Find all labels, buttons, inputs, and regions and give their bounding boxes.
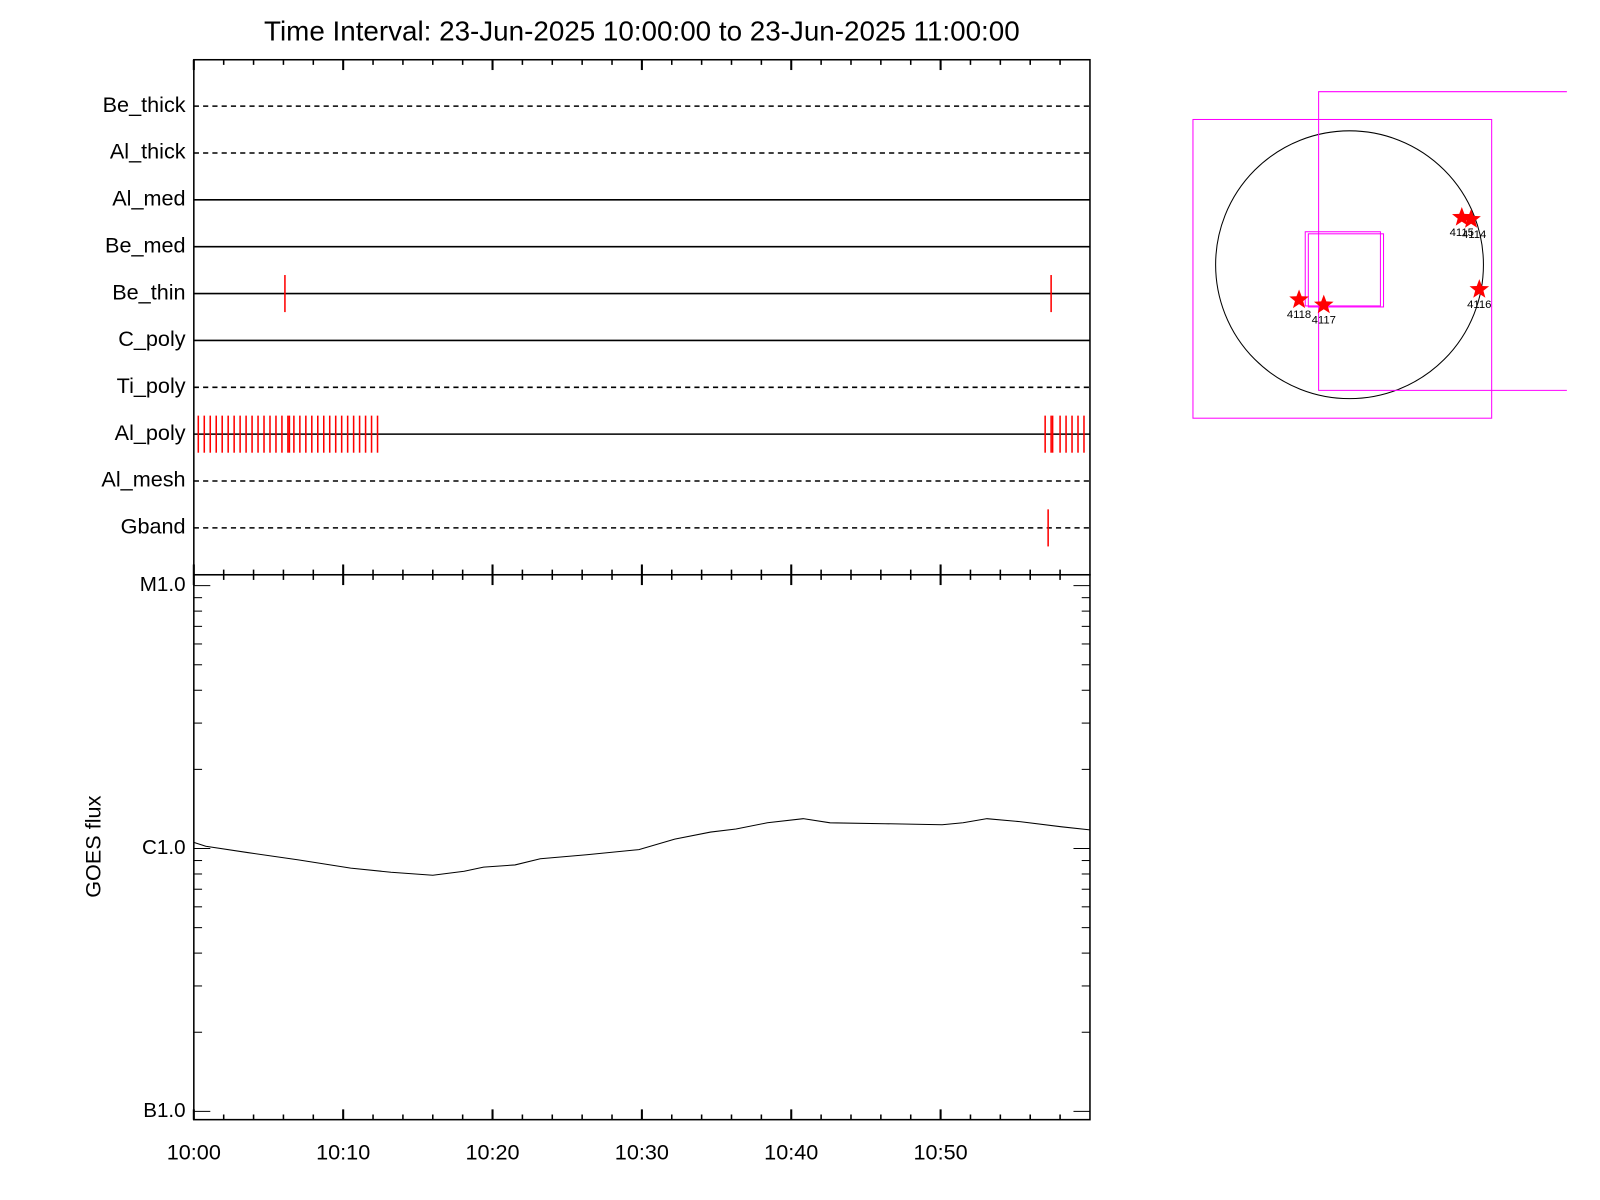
- filter-label: C_poly: [118, 326, 186, 351]
- region-star: [1469, 279, 1490, 298]
- x-tick-label: 10:50: [914, 1139, 968, 1164]
- filter-label: Be_thin: [112, 279, 185, 304]
- region-star: [1313, 294, 1334, 314]
- x-tick-label: 10:20: [465, 1139, 519, 1164]
- y-tick-label: B1.0: [143, 1099, 185, 1122]
- filter-label: Al_med: [112, 186, 185, 211]
- y-tick-label: M1.0: [140, 573, 186, 596]
- region-label: 4118: [1287, 309, 1311, 321]
- filter-label: Al_mesh: [101, 467, 185, 492]
- filter-label: Al_poly: [115, 420, 186, 445]
- region-label: 4116: [1467, 299, 1491, 311]
- region-star: [1289, 289, 1309, 309]
- chart-title: Time Interval: 23-Jun-2025 10:00:00 to 2…: [264, 15, 1020, 46]
- goes-flux-line: [193, 818, 1091, 876]
- filter-label: Gband: [121, 514, 186, 539]
- y-tick-label: C1.0: [142, 836, 186, 859]
- filter-label: Al_thick: [110, 139, 186, 164]
- fov-box: [1318, 91, 1567, 391]
- plot-frame: [193, 573, 1091, 1121]
- x-tick-label: 10:30: [615, 1139, 669, 1164]
- filter-label: Be_thick: [103, 92, 186, 117]
- x-tick-label: 10:40: [764, 1139, 818, 1164]
- region-label: 4114: [1462, 229, 1486, 241]
- filter-label: Ti_poly: [117, 373, 186, 398]
- x-tick-label: 10:10: [316, 1139, 370, 1164]
- filter-label: Be_med: [105, 232, 186, 257]
- region-star: [1461, 209, 1481, 228]
- y-axis-label: GOES flux: [81, 795, 106, 897]
- fov-box: [1304, 231, 1381, 307]
- x-tick-label: 10:00: [167, 1139, 221, 1164]
- region-label: 4115: [1450, 227, 1474, 239]
- plot-frame: [193, 58, 1091, 576]
- fov-box: [1307, 233, 1385, 308]
- solar-disk: [1215, 130, 1484, 400]
- fov-box: [1192, 118, 1493, 419]
- region-label: 4117: [1312, 314, 1336, 326]
- region-star: [1452, 207, 1472, 226]
